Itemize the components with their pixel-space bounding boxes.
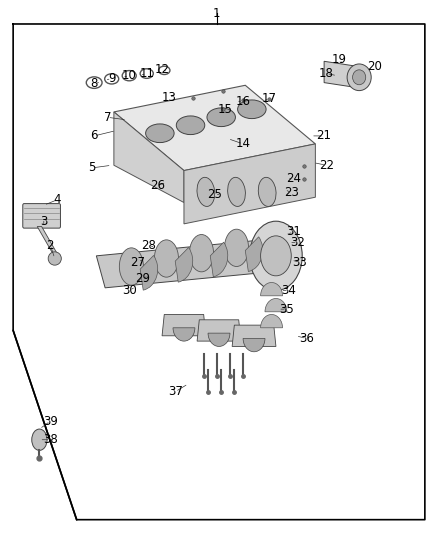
Ellipse shape: [353, 70, 366, 85]
Ellipse shape: [176, 116, 205, 134]
Ellipse shape: [190, 235, 214, 272]
Text: 12: 12: [155, 63, 170, 76]
Polygon shape: [96, 240, 272, 288]
Ellipse shape: [347, 64, 371, 91]
Text: 33: 33: [293, 256, 307, 269]
Polygon shape: [114, 85, 315, 171]
Text: 32: 32: [290, 236, 305, 249]
Text: 26: 26: [150, 179, 165, 192]
Text: 25: 25: [207, 188, 222, 201]
Text: 4: 4: [53, 193, 61, 206]
Text: 37: 37: [168, 385, 183, 398]
Text: 15: 15: [218, 103, 233, 116]
Ellipse shape: [250, 221, 302, 290]
Wedge shape: [245, 237, 263, 271]
Text: 20: 20: [367, 60, 382, 73]
Text: 34: 34: [282, 284, 297, 297]
Text: 10: 10: [122, 69, 137, 82]
Ellipse shape: [258, 177, 276, 206]
Ellipse shape: [228, 177, 245, 206]
FancyBboxPatch shape: [23, 204, 60, 228]
Text: 38: 38: [43, 433, 58, 446]
Text: 17: 17: [262, 92, 277, 105]
Text: 13: 13: [161, 91, 176, 103]
Wedge shape: [140, 255, 158, 290]
Text: 3: 3: [40, 215, 47, 228]
Text: 6: 6: [90, 130, 98, 142]
Polygon shape: [232, 325, 276, 346]
Polygon shape: [197, 320, 241, 341]
Text: 14: 14: [236, 138, 251, 150]
Polygon shape: [114, 112, 184, 203]
Polygon shape: [184, 144, 315, 224]
Wedge shape: [175, 247, 193, 282]
Ellipse shape: [237, 100, 266, 118]
Text: 31: 31: [286, 225, 301, 238]
Text: 19: 19: [332, 53, 347, 66]
Polygon shape: [37, 227, 57, 253]
Wedge shape: [243, 338, 265, 352]
Ellipse shape: [119, 248, 143, 285]
Ellipse shape: [48, 252, 61, 265]
Wedge shape: [261, 282, 283, 296]
Text: 11: 11: [139, 67, 154, 80]
Text: 9: 9: [108, 72, 116, 85]
Text: 39: 39: [43, 415, 58, 427]
Text: 28: 28: [141, 239, 156, 252]
Text: 36: 36: [299, 332, 314, 345]
Text: 23: 23: [284, 187, 299, 199]
Polygon shape: [324, 61, 359, 88]
Text: 8: 8: [91, 77, 98, 90]
Wedge shape: [173, 328, 195, 341]
Text: 7: 7: [103, 111, 111, 124]
Text: 35: 35: [279, 303, 294, 316]
Ellipse shape: [154, 240, 178, 277]
Text: 24: 24: [286, 172, 301, 185]
Ellipse shape: [197, 177, 215, 206]
Wedge shape: [261, 314, 283, 328]
Ellipse shape: [145, 124, 174, 142]
Text: 5: 5: [88, 161, 95, 174]
Ellipse shape: [207, 108, 236, 126]
Text: 1: 1: [213, 7, 221, 20]
Wedge shape: [210, 242, 228, 277]
Wedge shape: [265, 298, 287, 312]
Text: 2: 2: [46, 239, 54, 252]
Text: 18: 18: [319, 67, 334, 80]
Text: 21: 21: [317, 130, 332, 142]
Text: 29: 29: [135, 272, 150, 285]
Ellipse shape: [261, 236, 291, 276]
Text: 27: 27: [131, 256, 145, 269]
Text: 16: 16: [236, 95, 251, 108]
Polygon shape: [162, 314, 206, 336]
Text: 30: 30: [122, 284, 137, 297]
Wedge shape: [208, 333, 230, 346]
Ellipse shape: [225, 229, 249, 266]
Text: 22: 22: [319, 159, 334, 172]
Ellipse shape: [32, 429, 47, 450]
